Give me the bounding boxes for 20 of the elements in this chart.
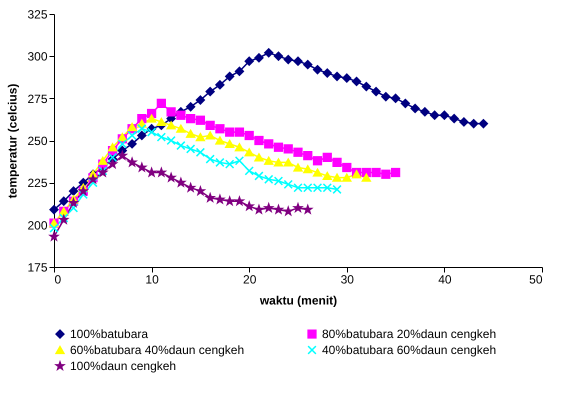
legend-label: 100%batubara — [70, 327, 148, 342]
y-tick-label: 175 — [27, 260, 48, 274]
x-tick-label: 20 — [243, 272, 257, 286]
legend-label: 100%daun cengkeh — [70, 359, 176, 373]
x-axis-title: waktu (menit) — [258, 294, 338, 308]
legend-label: 40%batubara 60%daun cengkeh — [322, 343, 496, 357]
x-tick-label: 0 — [54, 272, 62, 286]
legend-label: 80%batubara 20%daun cengkeh — [322, 327, 496, 342]
y-tick-label: 200 — [27, 218, 48, 232]
y-tick-label: 275 — [27, 92, 48, 106]
legend-label: 60%batubara 40%daun cengkeh — [70, 343, 244, 357]
x-tick-label: 30 — [340, 272, 354, 286]
y-tick-label: 225 — [27, 176, 48, 190]
y-tick-label: 325 — [27, 8, 48, 22]
y-axis-title: temperatur (celcius) — [5, 84, 20, 198]
x-tick-label: 40 — [438, 272, 452, 286]
y-tick-label: 250 — [27, 134, 48, 148]
x-tick-label: 50 — [529, 272, 543, 286]
x-tick-label: 10 — [145, 272, 160, 286]
y-tick-label: 300 — [27, 50, 48, 64]
